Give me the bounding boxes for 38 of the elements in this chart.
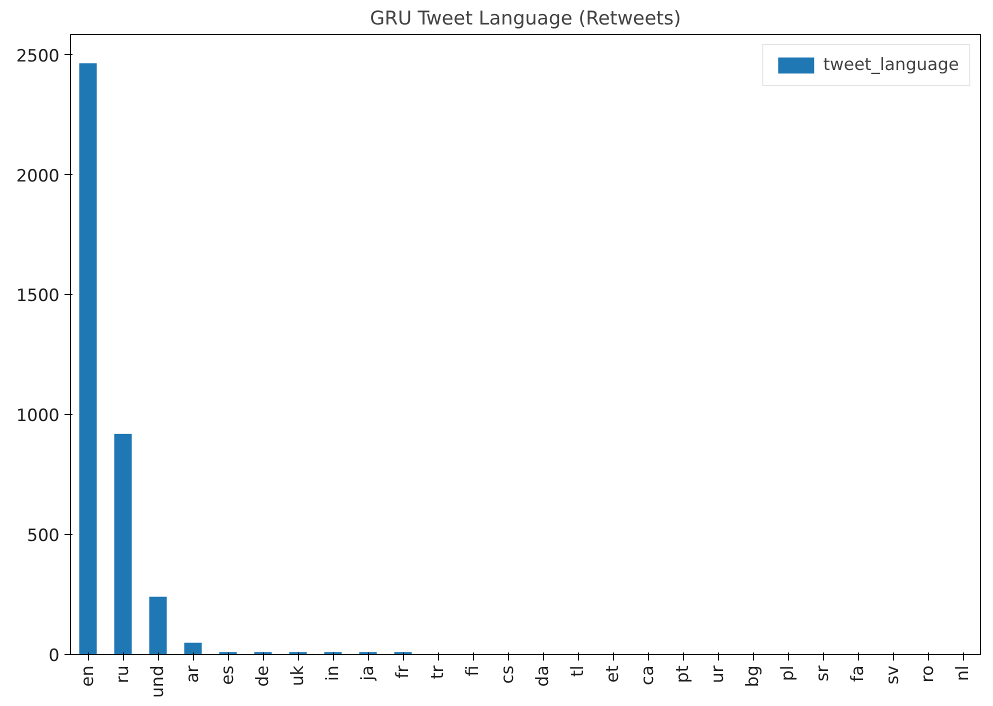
x-tick-label: ro (918, 665, 938, 683)
bar (149, 596, 167, 654)
x-tick-label: ar (183, 665, 203, 683)
x-tick-label: da (533, 665, 553, 687)
x-tick-label: nl (953, 666, 973, 681)
bar (114, 434, 132, 654)
x-tick-label: ja (358, 666, 378, 682)
x-tick-label: pl (778, 666, 798, 682)
x-tick-label: sv (883, 665, 903, 684)
x-tick-label: fa (848, 665, 868, 682)
x-tick-label: bg (743, 665, 763, 688)
y-tick-label: 2000 (16, 166, 60, 186)
x-tick-label: es (218, 665, 238, 685)
x-tick-label: sr (813, 665, 833, 682)
x-tick-label: in (323, 666, 343, 681)
x-tick-label: cs (498, 665, 518, 684)
y-tick-label: 0 (48, 646, 60, 666)
x-tick-label: fi (463, 665, 483, 676)
bar (79, 63, 97, 654)
x-tick-label: en (78, 666, 98, 687)
x-tick-label: und (148, 665, 168, 698)
x-tick-label: pt (673, 665, 693, 683)
y-tick-label: 1000 (16, 406, 60, 426)
x-tick-label: uk (288, 665, 308, 686)
x-tick-label: tr (428, 665, 448, 680)
x-tick-label: fr (393, 665, 413, 678)
x-tick-label: ru (113, 666, 133, 684)
x-tick-label: et (603, 665, 623, 683)
legend-label: tweet_language (823, 55, 959, 75)
x-tick-label: ca (638, 666, 658, 686)
x-tick-label: de (253, 666, 273, 687)
y-tick-label: 2500 (16, 46, 60, 66)
x-tick-label: tl (568, 666, 588, 677)
y-tick-label: 500 (27, 526, 60, 546)
y-tick-label: 1500 (16, 286, 60, 306)
chart-title: GRU Tweet Language (Retweets) (370, 8, 682, 30)
x-tick-label: ur (708, 665, 728, 684)
bar (184, 642, 202, 654)
